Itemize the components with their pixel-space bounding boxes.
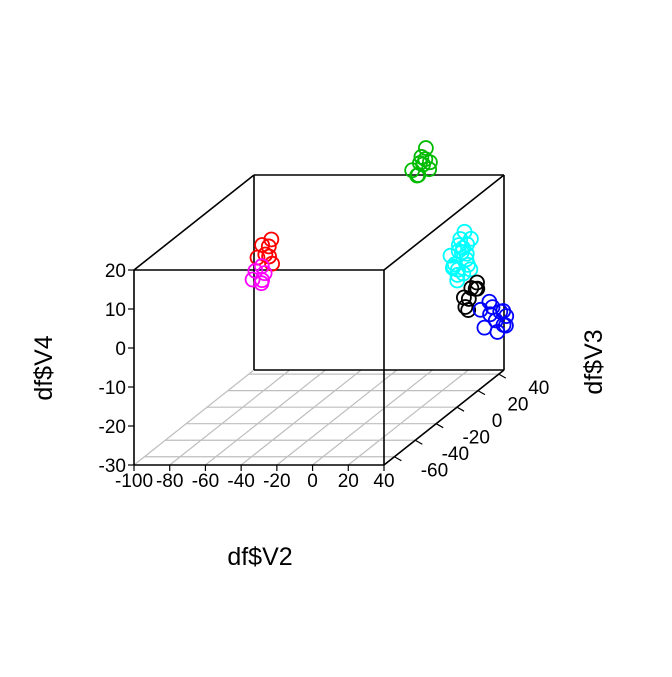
y-tick-mark [415,439,423,445]
data-point [450,261,466,278]
data-point [450,243,467,259]
data-point [449,267,466,283]
data-point [253,258,270,275]
x-tick-label: 40 [373,471,394,492]
x-tick-label: 0 [307,471,318,492]
floor-grid [133,369,505,466]
floor-grid-line-x [276,369,398,466]
x-tick-label: -80 [156,471,183,492]
data-point [410,167,427,183]
x-tick-label: -60 [192,471,219,492]
y-tick-mark [394,456,402,462]
data-point [469,274,485,291]
floor-grid-line-x [347,369,469,466]
box-edge [383,369,505,466]
tick-marks [128,269,507,471]
x-tick-label: 20 [338,471,359,492]
z-tick-label: -10 [99,378,126,399]
data-point [457,299,474,315]
data-point [489,324,506,340]
z-tick-label: -20 [99,417,126,438]
y-tick-label: 40 [528,378,549,399]
data-point [442,247,459,264]
box-frame [133,174,505,466]
x-tick-labels: -100 -80 -60 -40 -20 0 20 40 [115,471,395,492]
data-point [449,272,466,289]
floor-grid-line-x [240,369,362,466]
z-axis-title: df$V4 [30,335,58,400]
data-point [467,280,484,297]
data-point [481,293,498,310]
data-point [263,231,280,248]
box-edge [383,174,505,271]
data-points [244,140,515,340]
y-tick-label: -20 [462,428,489,449]
data-point [260,238,277,255]
x-tick-label: -20 [263,471,290,492]
data-point [422,154,438,171]
data-point [476,319,493,336]
y-tick-mark [456,406,465,412]
data-point [253,275,270,292]
z-tick-labels: -30 -20 -10 0 10 20 [99,261,126,477]
y-tick-label: -40 [442,444,469,465]
z-tick-label: 10 [105,300,126,321]
data-point [463,230,479,247]
data-point [256,265,273,282]
data-point [417,140,434,156]
y-tick-mark [477,390,486,396]
data-point [462,261,479,278]
data-point [415,156,431,173]
floor-grid-line-x [133,369,255,466]
y-axis-title: df$V3 [580,329,608,394]
y-tick-mark [435,423,444,429]
box-edge [133,174,255,271]
floor-grid-line-x [205,369,326,466]
data-point [244,271,261,288]
y-tick-label: -60 [421,461,448,482]
y-tick-label: 0 [492,411,503,432]
y-tick-mark [498,373,507,379]
z-tick-label: 20 [105,261,126,282]
z-tick-label: -30 [99,456,126,477]
floor-grid-line-x [312,369,433,466]
y-tick-label: 20 [507,395,528,416]
x-tick-label: -100 [115,471,153,492]
data-point [498,308,515,324]
data-point [455,239,471,256]
z-tick-label: 0 [115,339,126,360]
data-point [450,237,467,254]
x-tick-label: -40 [227,471,254,492]
floor-grid-line-x [169,369,291,466]
x-axis-title: df$V2 [227,543,292,571]
data-point [472,301,489,318]
data-point [460,302,477,318]
